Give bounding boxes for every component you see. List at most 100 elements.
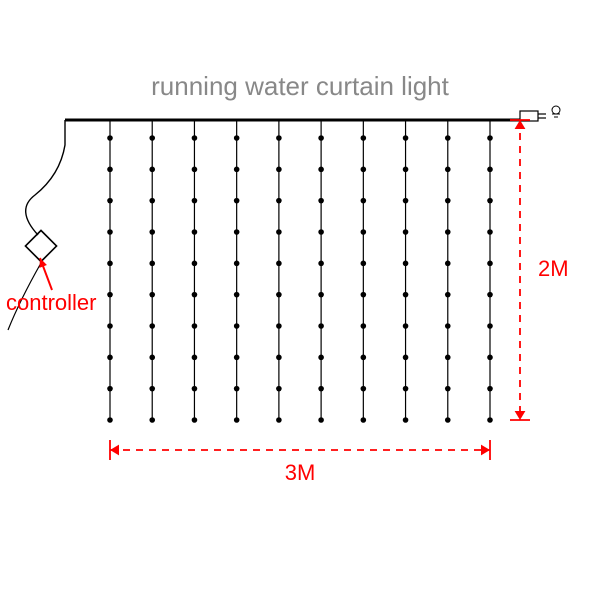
led-bead [403, 417, 409, 423]
led-bead [192, 198, 198, 204]
led-bead [487, 167, 493, 173]
led-bead [234, 292, 240, 298]
led-bead [234, 167, 240, 173]
led-bead [403, 386, 409, 392]
led-bead [149, 135, 155, 141]
led-bead [403, 167, 409, 173]
led-bead [107, 261, 113, 267]
led-bead [487, 355, 493, 361]
diagram-title: running water curtain light [151, 71, 449, 101]
led-bead [234, 135, 240, 141]
led-bead [149, 292, 155, 298]
led-bead [192, 292, 198, 298]
led-bead [487, 292, 493, 298]
led-bead [445, 292, 451, 298]
led-bead [318, 261, 324, 267]
led-bead [403, 135, 409, 141]
led-bead [192, 417, 198, 423]
led-bead [149, 167, 155, 173]
led-bead [276, 323, 282, 329]
led-bead [487, 386, 493, 392]
led-bead [403, 355, 409, 361]
led-bead [276, 292, 282, 298]
led-bead [149, 323, 155, 329]
led-bead [487, 323, 493, 329]
led-bead [234, 417, 240, 423]
led-bead [107, 323, 113, 329]
led-bead [361, 229, 367, 235]
led-bead [361, 386, 367, 392]
led-bead [107, 135, 113, 141]
led-bead [107, 167, 113, 173]
led-bead [361, 417, 367, 423]
led-bead [149, 229, 155, 235]
led-bead [107, 229, 113, 235]
led-bead [149, 386, 155, 392]
led-bead [361, 167, 367, 173]
led-bead [487, 229, 493, 235]
led-bead [318, 386, 324, 392]
led-bead [276, 355, 282, 361]
led-bead [403, 323, 409, 329]
led-bead [107, 417, 113, 423]
led-bead [107, 355, 113, 361]
led-bead [192, 355, 198, 361]
led-bead [318, 323, 324, 329]
led-bead [276, 386, 282, 392]
led-bead [318, 229, 324, 235]
led-bead [487, 417, 493, 423]
led-bead [149, 355, 155, 361]
led-bead [318, 135, 324, 141]
dimension-arrowhead-icon [110, 445, 119, 456]
cable-to-controller [26, 120, 65, 235]
led-bead [361, 292, 367, 298]
led-bead [149, 417, 155, 423]
led-bead [276, 261, 282, 267]
led-bead [318, 167, 324, 173]
led-bead [445, 135, 451, 141]
led-bead [234, 386, 240, 392]
led-bead [107, 292, 113, 298]
led-bead [361, 135, 367, 141]
led-bead [234, 261, 240, 267]
led-bead [487, 135, 493, 141]
led-bead [445, 229, 451, 235]
led-bead [403, 229, 409, 235]
led-bead [276, 135, 282, 141]
controller-label: controller [6, 290, 96, 315]
led-bead [361, 323, 367, 329]
led-bead [276, 167, 282, 173]
led-bead [403, 198, 409, 204]
led-bead [276, 417, 282, 423]
led-bead [234, 355, 240, 361]
led-bead [318, 355, 324, 361]
led-bead [361, 198, 367, 204]
dimension-arrowhead-icon [515, 411, 526, 420]
led-bead [192, 261, 198, 267]
led-bead [192, 229, 198, 235]
width-label: 3M [285, 460, 316, 485]
led-bead [445, 198, 451, 204]
led-bead [403, 292, 409, 298]
led-bead [234, 323, 240, 329]
led-bead [234, 229, 240, 235]
dimension-arrowhead-icon [481, 445, 490, 456]
led-bead [318, 417, 324, 423]
led-bead [276, 229, 282, 235]
led-bead [318, 292, 324, 298]
led-bead [318, 198, 324, 204]
led-bead [192, 323, 198, 329]
led-bead [276, 198, 282, 204]
led-bead [361, 355, 367, 361]
led-bead [445, 355, 451, 361]
led-bead [149, 261, 155, 267]
led-bead [192, 135, 198, 141]
led-bead [234, 198, 240, 204]
led-bead [445, 261, 451, 267]
led-bead [107, 198, 113, 204]
led-bead [192, 167, 198, 173]
led-bead [192, 386, 198, 392]
led-bead [445, 167, 451, 173]
led-bead [361, 261, 367, 267]
led-bead [107, 386, 113, 392]
